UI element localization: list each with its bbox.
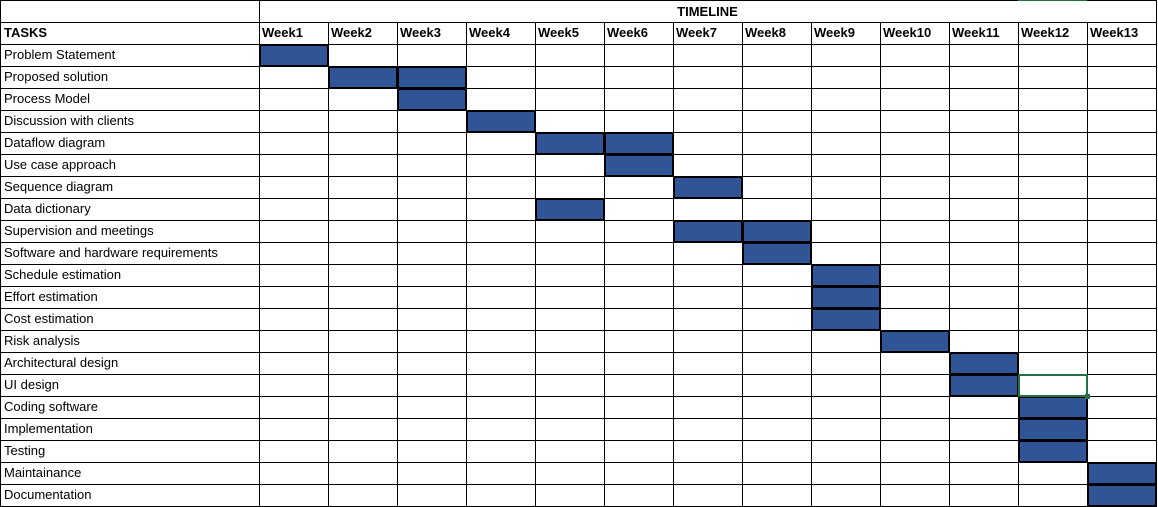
task-label: Cost estimation <box>4 311 94 326</box>
task-label: Sequence diagram <box>4 179 114 194</box>
timeline-bar <box>328 66 398 89</box>
task-label: Maintainance <box>4 465 82 480</box>
left-border <box>0 0 1 506</box>
row-border <box>0 88 1156 89</box>
task-label: Effort estimation <box>4 289 98 304</box>
row-border <box>0 462 1156 463</box>
task-label: Problem Statement <box>4 47 116 62</box>
week-divider <box>1087 22 1088 506</box>
task-label: Risk analysis <box>4 333 80 348</box>
week-divider <box>535 22 536 506</box>
active-column-marker <box>1018 0 1087 1</box>
timeline-bar <box>1018 418 1088 441</box>
week-header-10: Week10 <box>883 25 932 40</box>
week-header-5: Week5 <box>538 25 579 40</box>
row-border <box>0 264 1156 265</box>
row-border <box>0 176 1156 177</box>
row-border <box>0 484 1156 485</box>
task-label: Dataflow diagram <box>4 135 106 150</box>
week-header-2: Week2 <box>331 25 372 40</box>
timeline-bar <box>535 132 605 155</box>
week-divider <box>949 22 950 506</box>
row-border <box>0 66 1156 67</box>
task-label: Implementation <box>4 421 93 436</box>
timeline-bar <box>811 286 881 309</box>
top-border <box>0 0 1156 1</box>
row-border <box>0 418 1156 419</box>
row-border <box>0 22 1156 23</box>
row-border <box>0 330 1156 331</box>
row-border <box>0 440 1156 441</box>
tasks-divider <box>259 0 260 506</box>
timeline-bar <box>259 44 329 67</box>
week-header-8: Week8 <box>745 25 786 40</box>
task-label: UI design <box>4 377 59 392</box>
selected-cell[interactable] <box>1018 374 1090 399</box>
timeline-bar <box>742 242 812 265</box>
task-label: Discussion with clients <box>4 113 135 128</box>
timeline-bar <box>1087 462 1157 485</box>
week-header-6: Week6 <box>607 25 648 40</box>
row-border <box>0 308 1156 309</box>
timeline-bar <box>535 198 605 221</box>
week-header-11: Week11 <box>952 25 1000 40</box>
tasks-column-header: TASKS <box>4 25 48 40</box>
row-border <box>0 352 1156 353</box>
task-label: Coding software <box>4 399 98 414</box>
task-label: Documentation <box>4 487 92 502</box>
task-label: Use case approach <box>4 157 117 172</box>
week-divider <box>1018 22 1019 506</box>
timeline-bar <box>397 88 467 111</box>
timeline-bar <box>1018 396 1088 419</box>
week-divider <box>328 22 329 506</box>
task-label: Data dictionary <box>4 201 91 216</box>
week-header-7: Week7 <box>676 25 717 40</box>
timeline-bar <box>673 176 743 199</box>
timeline-title: TIMELINE <box>677 4 738 19</box>
timeline-bar <box>604 132 674 155</box>
timeline-bar <box>673 220 743 243</box>
timeline-bar <box>604 154 674 177</box>
fill-handle[interactable] <box>1085 394 1090 399</box>
timeline-bar <box>811 264 881 287</box>
timeline-bar <box>949 352 1019 375</box>
week-header-3: Week3 <box>400 25 441 40</box>
timeline-bar <box>949 374 1019 397</box>
week-divider <box>397 22 398 506</box>
week-header-12: Week12 <box>1021 25 1070 40</box>
timeline-bar <box>1087 484 1157 507</box>
row-border <box>0 396 1156 397</box>
timeline-bar <box>880 330 950 353</box>
row-border <box>0 286 1156 287</box>
timeline-bar <box>1018 440 1088 463</box>
week-divider <box>466 22 467 506</box>
week-header-13: Week13 <box>1090 25 1139 40</box>
week-header-9: Week9 <box>814 25 855 40</box>
row-border <box>0 374 1156 375</box>
timeline-bar <box>397 66 467 89</box>
task-label: Architectural design <box>4 355 119 370</box>
task-label: Supervision and meetings <box>4 223 154 238</box>
timeline-bar <box>466 110 536 133</box>
task-label: Process Model <box>4 91 90 106</box>
task-label: Proposed solution <box>4 69 109 84</box>
week-header-4: Week4 <box>469 25 510 40</box>
week-divider <box>673 22 674 506</box>
row-border <box>0 110 1156 111</box>
task-label: Software and hardware requirements <box>4 245 218 260</box>
task-label: Schedule estimation <box>4 267 122 282</box>
row-border <box>0 44 1156 45</box>
week-header-1: Week1 <box>262 25 303 40</box>
task-label: Testing <box>4 443 46 458</box>
row-border <box>0 242 1156 243</box>
timeline-bar <box>811 308 881 331</box>
week-divider <box>604 22 605 506</box>
timeline-bar <box>742 220 812 243</box>
right-border <box>1156 0 1157 506</box>
